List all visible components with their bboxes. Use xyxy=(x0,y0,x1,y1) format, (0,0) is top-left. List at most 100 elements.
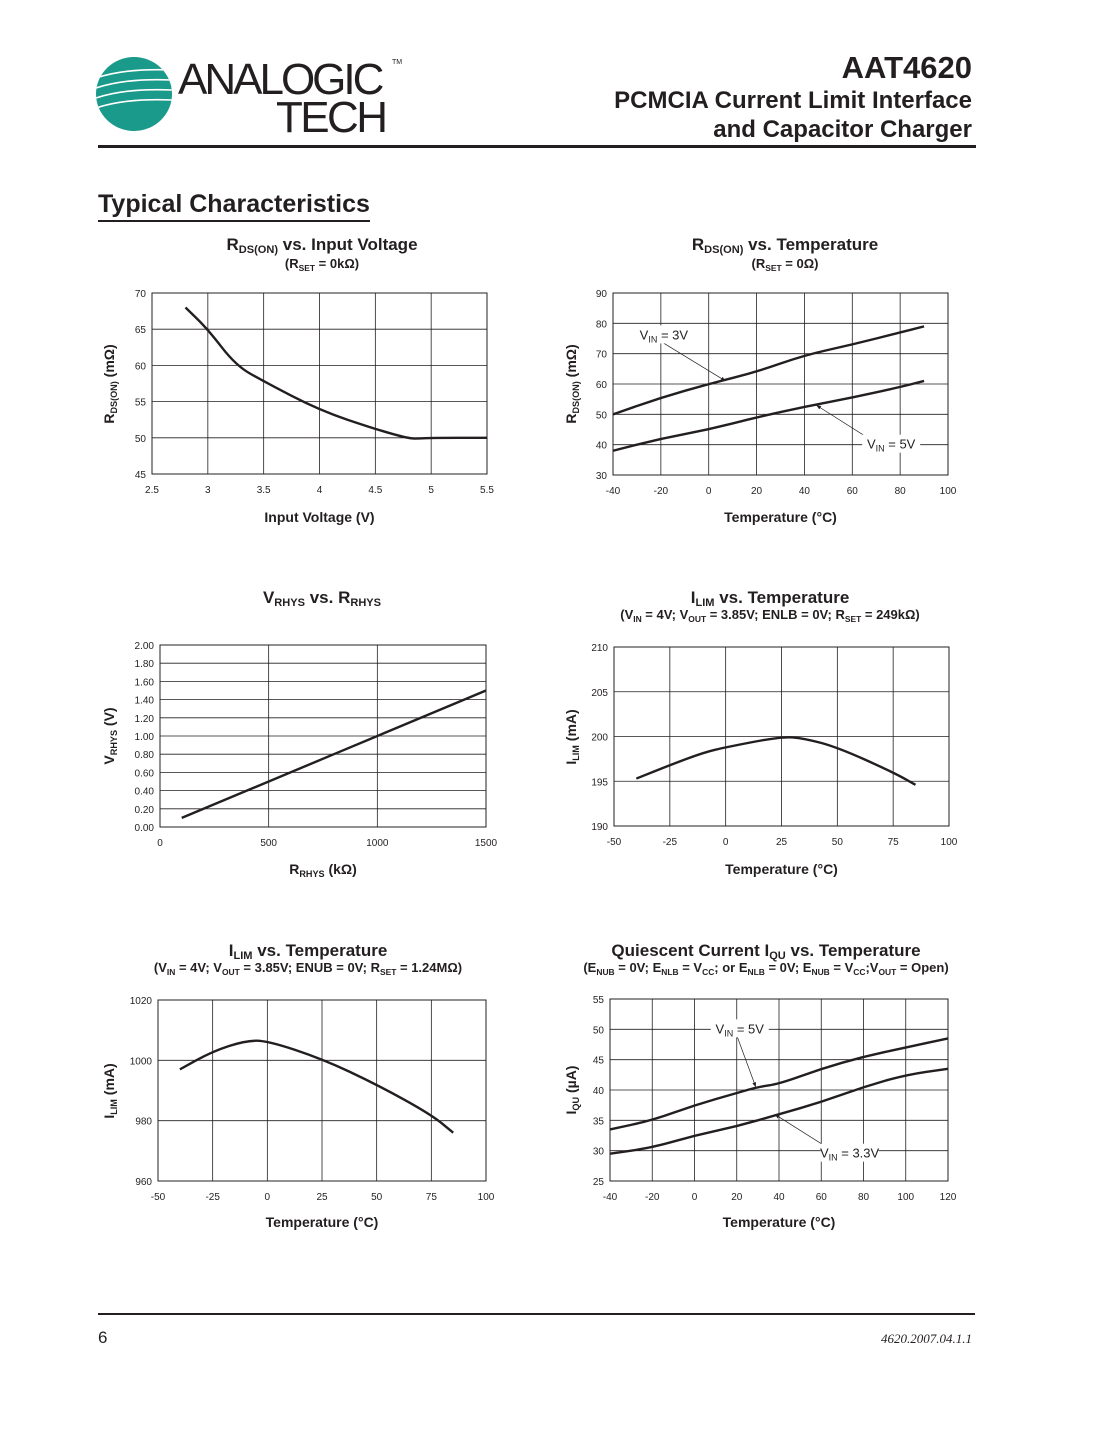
y-tick-label: 55 xyxy=(593,995,605,1006)
y-tick-label: 60 xyxy=(596,380,608,391)
x-tick-label: -40 xyxy=(606,486,621,497)
chart-subtitle: (RSET = 0kΩ) xyxy=(284,256,360,273)
x-axis-label: Temperature (°C) xyxy=(725,861,838,877)
chart-2: -40 -20 0 20 40 60 80 100 30 40 50 60 70 80 90 VIN = 3V… xyxy=(596,289,957,497)
svg-text:TECH: TECH xyxy=(276,93,388,136)
x-tick-label: 75 xyxy=(426,1192,438,1203)
annotation-label: VIN = 5V xyxy=(716,1021,765,1038)
chart-subtitle: (RSET = 0Ω) xyxy=(751,256,819,273)
chart-title: RDS(ON) vs. Temperature xyxy=(691,235,879,256)
x-tick-label: -50 xyxy=(607,837,622,848)
y-tick-label: 35 xyxy=(593,1116,605,1127)
y-tick-label: 60 xyxy=(135,361,147,372)
arrowhead-icon xyxy=(816,405,822,410)
annotation-label: VIN = 3V xyxy=(640,327,689,344)
x-tick-label: 60 xyxy=(816,1192,828,1203)
x-tick-label: 60 xyxy=(847,486,859,497)
y-tick-label: 90 xyxy=(596,289,608,300)
plot-frame xyxy=(159,644,487,828)
x-tick-label: 50 xyxy=(371,1192,383,1203)
x-axis-label: Input Voltage (V) xyxy=(264,509,375,525)
section-title: Typical Characteristics xyxy=(98,190,370,222)
x-tick-label: -50 xyxy=(151,1192,166,1203)
y-tick-label: 50 xyxy=(135,434,147,445)
y-tick-label: 1.20 xyxy=(135,714,155,725)
y-tick-label: 960 xyxy=(135,1177,152,1188)
x-axis-label: Temperature (°C) xyxy=(265,1214,379,1230)
series-line xyxy=(609,1037,949,1131)
chart-6: -40 -20 0 20 40 60 80 100 120 25 30 35 40 45 50 55 VIN =… xyxy=(593,995,957,1203)
y-tick-label: 0.60 xyxy=(135,768,155,779)
x-axis-label: Temperature (°C) xyxy=(724,509,837,525)
plot-frame xyxy=(151,292,488,475)
x-tick-label: 120 xyxy=(940,1192,957,1203)
y-tick-label: 80 xyxy=(596,319,608,330)
arrowhead-icon xyxy=(720,376,726,381)
chart-title: Quiescent Current IQU vs. Temperature xyxy=(611,941,921,962)
page-number: 6 xyxy=(98,1328,108,1347)
x-tick-label: 20 xyxy=(751,486,763,497)
x-tick-label: 0 xyxy=(265,1192,271,1203)
x-tick-label: -25 xyxy=(663,837,678,848)
x-tick-label: 0 xyxy=(692,1192,698,1203)
annotation-background xyxy=(820,1143,879,1162)
y-tick-label: 205 xyxy=(591,688,608,699)
annotation-arrow xyxy=(736,1035,757,1088)
y-tick-label: 50 xyxy=(596,410,608,421)
plot-frame xyxy=(613,646,950,827)
arrowhead-icon xyxy=(752,1081,756,1087)
chart-subtitle: (ENUB = 0V; ENLB = VCC; or ENLB = 0V; EN… xyxy=(583,960,949,977)
y-tick-label: 0.20 xyxy=(135,805,155,816)
x-tick-label: 4.5 xyxy=(368,485,382,496)
x-tick-label: 40 xyxy=(799,486,811,497)
chart-title: RDS(ON) vs. Input Voltage xyxy=(226,235,418,256)
y-axis-label: IQU (µA) xyxy=(563,1065,581,1115)
y-tick-label: 70 xyxy=(596,350,608,361)
y-tick-label: 0.00 xyxy=(135,823,155,834)
y-tick-label: 45 xyxy=(593,1056,605,1067)
part-number: AAT4620 xyxy=(841,50,972,85)
x-tick-label: 3 xyxy=(205,485,211,496)
plot-frame xyxy=(609,998,949,1182)
y-tick-label: 0.40 xyxy=(135,787,155,798)
chart-title: ILIM vs. Temperature xyxy=(228,941,388,962)
x-tick-label: 100 xyxy=(940,486,957,497)
y-tick-label: 50 xyxy=(593,1025,605,1036)
y-tick-label: 1.60 xyxy=(135,677,155,688)
chart-1: 2.5 3 3.5 4 4.5 5 5.5 45 50 55 60 65 70 xyxy=(135,289,495,496)
annotation-label: VIN = 3.3V xyxy=(820,1146,880,1163)
x-tick-label: 100 xyxy=(941,837,958,848)
chart-4: -50 -25 0 25 50 75 100 190 195 200 205 210 xyxy=(591,643,957,848)
x-tick-label: -40 xyxy=(603,1192,618,1203)
y-tick-label: 30 xyxy=(596,471,608,482)
y-tick-label: 0.80 xyxy=(135,750,155,761)
x-tick-label: 0 xyxy=(723,837,729,848)
annotation-background xyxy=(634,325,693,344)
y-tick-label: 40 xyxy=(596,441,608,452)
y-tick-label: 190 xyxy=(591,822,608,833)
y-tick-label: 45 xyxy=(135,470,147,481)
y-tick-label: 1.40 xyxy=(135,696,155,707)
y-axis-label: VRHYS (V) xyxy=(101,707,119,765)
x-tick-label: 0 xyxy=(157,838,163,849)
plot-frame xyxy=(612,292,949,476)
y-tick-label: 2.00 xyxy=(135,641,155,652)
x-tick-label: 5.5 xyxy=(480,485,494,496)
y-tick-label: 1020 xyxy=(130,996,153,1007)
svg-text:ANALOGIC: ANALOGIC xyxy=(178,56,384,104)
x-tick-label: 1000 xyxy=(366,838,389,849)
x-tick-label: 20 xyxy=(731,1192,743,1203)
y-tick-label: 25 xyxy=(593,1177,605,1188)
series-line xyxy=(612,325,925,416)
annotation-label: VIN = 5V xyxy=(867,437,916,454)
y-tick-label: 200 xyxy=(591,733,608,744)
x-tick-label: 0 xyxy=(706,486,712,497)
annotation-background xyxy=(710,1019,769,1038)
x-tick-label: 100 xyxy=(478,1192,495,1203)
chart-subtitle: (VIN = 4V; VOUT = 3.85V; ENLB = 0V; RSET… xyxy=(620,607,920,624)
y-axis-label: RDS(ON) (mΩ) xyxy=(563,344,581,424)
x-tick-label: 3.5 xyxy=(257,485,271,496)
x-tick-label: 75 xyxy=(888,837,900,848)
series-line xyxy=(612,379,925,452)
